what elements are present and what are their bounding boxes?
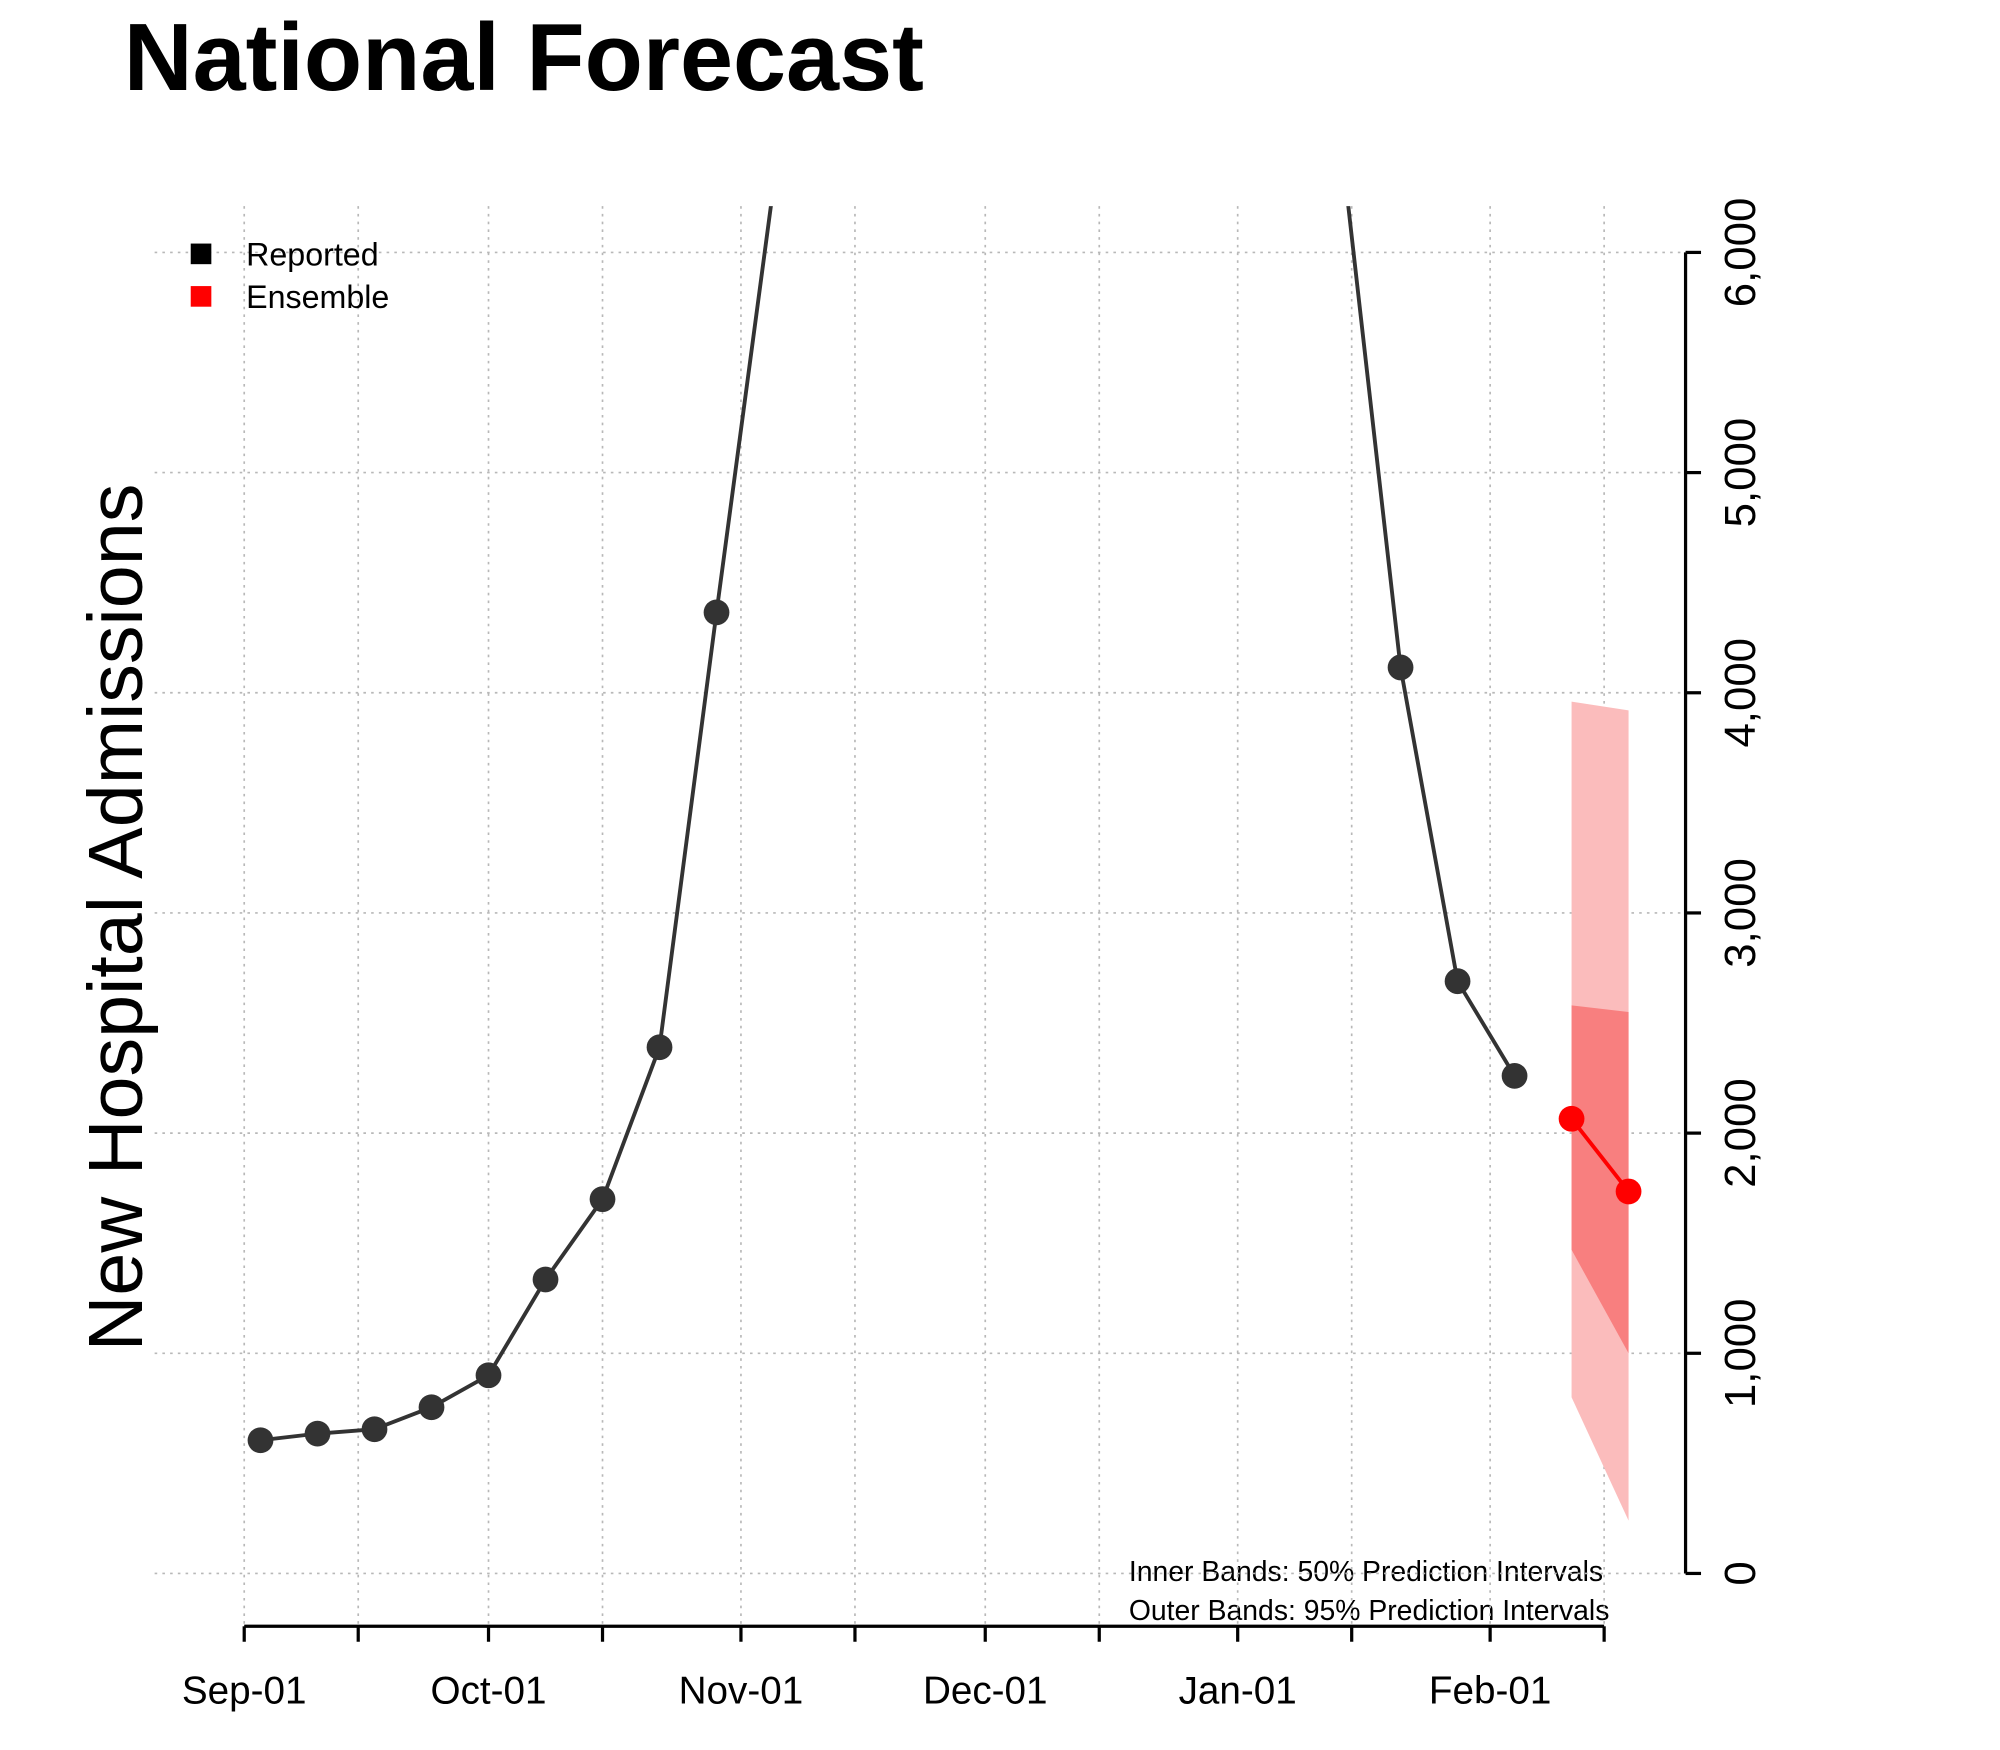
series-line	[260, 206, 1517, 1443]
data-point	[589, 1186, 616, 1213]
y-tick-label: 4,000	[1716, 638, 1765, 748]
legend-swatch	[190, 286, 212, 307]
x-tick-label: Jan-01	[1179, 1670, 1297, 1713]
data-point	[1558, 1105, 1585, 1132]
y-tick-label: 2,000	[1716, 1078, 1765, 1188]
data-point	[1387, 654, 1414, 681]
y-tick-label: 3,000	[1716, 858, 1765, 968]
data-point	[532, 1266, 559, 1293]
legend-swatch	[190, 243, 212, 265]
x-tick-label: Dec-01	[923, 1670, 1048, 1713]
data-point	[304, 1420, 331, 1447]
plot-area	[247, 151, 1642, 1521]
data-point	[761, 173, 787, 199]
x-tick-label: Oct-01	[431, 1670, 547, 1713]
data-point	[475, 1362, 502, 1389]
data-point	[418, 1394, 445, 1421]
data-point	[247, 1427, 274, 1454]
data-point	[703, 599, 730, 626]
prediction-band	[1571, 1005, 1629, 1354]
annotation: Inner Bands: 50% Prediction Intervals	[1129, 1556, 1603, 1588]
data-point	[1331, 151, 1357, 177]
data-point	[1615, 1178, 1642, 1205]
x-tick-label: Feb-01	[1429, 1670, 1551, 1713]
y-tick-label: 6,000	[1716, 198, 1765, 308]
data-point	[1444, 968, 1471, 995]
chart-title: National Forecast	[124, 5, 924, 111]
data-point	[1501, 1062, 1528, 1089]
y-tick-label: 0	[1716, 1561, 1765, 1585]
x-tick-label: Nov-01	[679, 1670, 804, 1713]
annotation: Outer Bands: 95% Prediction Intervals	[1129, 1595, 1610, 1627]
data-point	[646, 1034, 673, 1061]
legend-label: Reported	[246, 236, 378, 272]
x-tick-label: Sep-01	[182, 1670, 307, 1713]
legend-label: Ensemble	[246, 279, 389, 315]
data-point	[361, 1416, 388, 1443]
y-axis-label: New Hospital Admissions	[73, 484, 159, 1352]
y-tick-label: 1,000	[1716, 1298, 1765, 1408]
y-tick-label: 5,000	[1716, 418, 1765, 528]
series-line	[1570, 1117, 1631, 1193]
